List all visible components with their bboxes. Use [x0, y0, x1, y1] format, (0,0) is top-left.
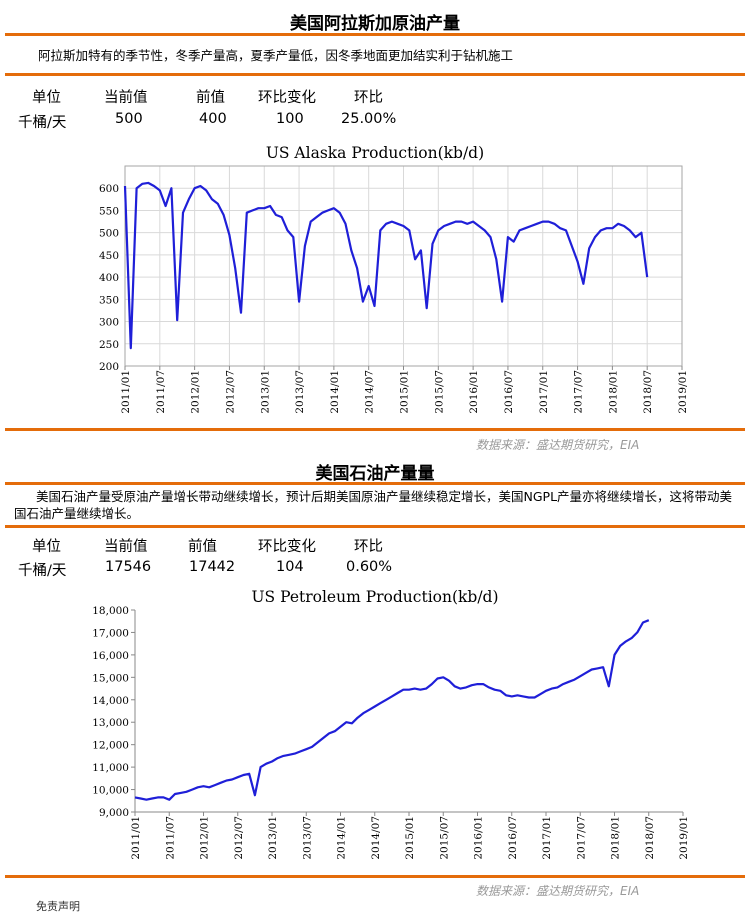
section2-desc-divider: [5, 525, 745, 528]
y-tick-label: 250: [99, 339, 119, 351]
stats-header-change: 环比变化: [258, 90, 316, 106]
stats-value-change: 104: [276, 559, 304, 575]
x-tick-label: 2013/07: [301, 816, 313, 860]
stats-header-unit: 单位: [32, 539, 61, 555]
x-tick-label: 2016/07: [503, 370, 515, 414]
chart2-svg: 18,000 17,000 16,000 15,000 14,000 13,000 12,0…: [92, 605, 690, 860]
x-tick-label: 2012/07: [233, 816, 245, 860]
stats-value-pct: 25.00%: [341, 111, 397, 127]
y-tick-label: 12,000: [92, 740, 129, 752]
x-tick-label: 2018/07: [642, 370, 654, 414]
x-tick-label: 2014/07: [364, 370, 376, 414]
x-tick-label: 2014/07: [370, 816, 382, 860]
x-tick-label: 2019/01: [677, 370, 689, 414]
y-tick-label: 9,000: [99, 807, 129, 819]
x-tick-label: 2015/07: [438, 816, 450, 860]
stats-value-pct: 0.60%: [346, 559, 393, 575]
chart1-title: US Alaska Production(kb/d): [265, 144, 485, 162]
footer-fragment: 免责声明: [36, 900, 80, 913]
x-tick-label: 2018/01: [607, 370, 619, 414]
x-tick-label: 2015/01: [399, 370, 411, 414]
x-tick-label: 2012/01: [190, 370, 202, 414]
stats-value-previous: 17442: [189, 559, 236, 575]
x-tick-label: 2013/01: [259, 370, 271, 414]
x-tick-label: 2016/01: [468, 370, 480, 414]
x-tick-label: 2014/01: [329, 370, 341, 414]
x-tick-label: 2018/07: [644, 816, 656, 860]
section2-bottom-divider: [5, 875, 745, 878]
y-tick-label: 400: [99, 272, 119, 284]
chart2-title: US Petroleum Production(kb/d): [251, 588, 499, 606]
series-line: [123, 181, 649, 350]
x-tick-label: 2011/07: [155, 370, 167, 414]
stats-header-change: 环比变化: [258, 539, 316, 555]
y-tick-label: 600: [99, 183, 119, 195]
x-tick-label: 2017/01: [541, 816, 553, 860]
section1-title: 美国阿拉斯加原油产量: [290, 14, 460, 34]
stats-value-current: 500: [115, 111, 143, 127]
stats-header-pct: 环比: [354, 90, 383, 106]
x-tick-label: 2017/07: [573, 370, 585, 414]
section2-top-divider: [5, 482, 745, 485]
stats-value-change: 100: [276, 111, 304, 127]
stats-value-previous: 400: [199, 111, 227, 127]
x-tick-label: 2013/01: [267, 816, 279, 860]
x-tick-label: 2015/07: [433, 370, 445, 414]
stats-header-pct: 环比: [354, 539, 383, 555]
x-tick-label: 2018/01: [610, 816, 622, 860]
stats-value-unit: 千桶/天: [18, 563, 67, 579]
x-tick-label: 2011/07: [164, 816, 176, 860]
x-tick-label: 2016/01: [473, 816, 485, 860]
stats-header-previous: 前值: [196, 90, 225, 106]
stats-header-current: 当前值: [104, 90, 148, 106]
x-tick-label: 2012/07: [224, 370, 236, 414]
x-tick-label: 2017/07: [575, 816, 587, 860]
x-tick-label: 2016/07: [507, 816, 519, 860]
y-tick-label: 200: [99, 361, 119, 373]
x-tick-label: 2012/01: [199, 816, 211, 860]
section1-source: 数据来源：盛达期货研究，EIA: [476, 438, 640, 452]
section2-source: 数据来源：盛达期货研究，EIA: [476, 884, 640, 898]
y-tick-label: 18,000: [92, 605, 129, 617]
x-tick-label: 2011/01: [120, 370, 132, 414]
y-tick-label: 14,000: [92, 695, 129, 707]
x-tick-label: 2014/01: [336, 816, 348, 860]
stats-header-current: 当前值: [104, 539, 148, 555]
y-tick-label: 550: [99, 205, 119, 217]
series-line: [134, 619, 650, 801]
stats-value-unit: 千桶/天: [18, 115, 67, 131]
section2-title: 美国石油产量量: [315, 464, 435, 484]
y-tick-label: 17,000: [92, 627, 129, 639]
section2-description: 美国石油产量受原油产量增长带动继续增长，预计后期美国原油产量继续稳定增长，美国N…: [14, 489, 733, 521]
y-tick-label: 500: [99, 228, 119, 240]
y-tick-label: 300: [99, 317, 119, 329]
x-tick-label: 2019/01: [678, 816, 690, 860]
section1-bottom-divider: [5, 428, 745, 431]
section1-description: 阿拉斯加特有的季节性，冬季产量高，夏季产量低，因冬季地面更加结实利于钻机施工: [38, 48, 514, 63]
x-tick-label: 2013/07: [294, 370, 306, 414]
y-tick-label: 450: [99, 250, 119, 262]
x-tick-label: 2015/01: [404, 816, 416, 860]
section1-desc-divider: [5, 73, 745, 76]
y-tick-label: 350: [99, 294, 119, 306]
y-tick-label: 10,000: [92, 785, 129, 797]
y-tick-label: 13,000: [92, 717, 129, 729]
x-tick-label: 2017/01: [538, 370, 550, 414]
y-tick-label: 15,000: [92, 672, 129, 684]
y-tick-label: 16,000: [92, 650, 129, 662]
stats-value-current: 17546: [105, 559, 152, 575]
section1-top-divider: [5, 33, 745, 36]
x-tick-label: 2011/01: [130, 816, 142, 860]
stats-header-previous: 前值: [188, 539, 217, 555]
stats-header-unit: 单位: [32, 90, 61, 106]
y-tick-label: 11,000: [92, 762, 129, 774]
